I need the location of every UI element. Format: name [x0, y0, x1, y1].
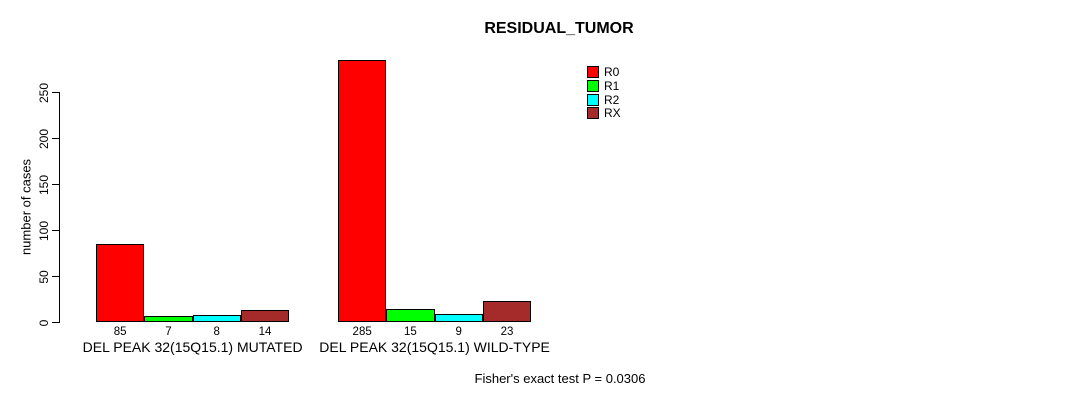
legend-label: R2 — [604, 92, 620, 107]
bar-r1-group0 — [144, 316, 193, 323]
legend-item-r2: R2 — [587, 92, 620, 107]
y-axis-tick-label: 50 — [37, 269, 51, 284]
x-axis-group-label: DEL PEAK 32(15Q15.1) WILD-TYPE — [319, 339, 550, 355]
legend-swatch-r1 — [587, 79, 599, 92]
chart-title: RESIDUAL_TUMOR — [484, 20, 634, 37]
y-axis-tick — [52, 91, 59, 94]
y-axis-line — [59, 92, 61, 323]
y-axis-tick-label: 150 — [37, 174, 51, 195]
bar-r1-group1 — [386, 308, 435, 323]
y-axis-tick — [52, 321, 59, 324]
legend-swatch-rx — [587, 107, 599, 120]
y-axis-tick — [52, 275, 59, 278]
y-axis-label: number of cases — [18, 158, 34, 256]
y-axis-tick-label: 100 — [37, 220, 51, 241]
bar-value-label: 7 — [165, 326, 172, 338]
bar-value-label: 23 — [500, 326, 514, 338]
legend-label: R0 — [604, 65, 620, 79]
y-axis-tick — [52, 137, 59, 140]
bar-rx-group1 — [482, 301, 532, 323]
legend-label: RX — [604, 106, 621, 121]
y-axis-tick-label: 250 — [37, 82, 51, 103]
bar-value-label: 285 — [352, 326, 372, 338]
bar-value-label: 9 — [455, 326, 462, 338]
y-axis-tick — [52, 183, 59, 186]
legend-item-r1: R1 — [587, 78, 620, 93]
x-axis-group-label: DEL PEAK 32(15Q15.1) MUTATED — [82, 339, 303, 355]
bar-r0-group0 — [96, 244, 145, 323]
legend-swatch-r2 — [587, 93, 599, 106]
legend-label: R1 — [604, 78, 620, 93]
bar-value-label: 85 — [113, 326, 127, 338]
bar-r0-group1 — [338, 60, 387, 323]
y-axis-tick-label: 200 — [37, 128, 51, 149]
footer-note: Fisher's exact test P = 0.0306 — [474, 371, 646, 386]
legend-item-r0: R0 — [587, 66, 619, 78]
legend-swatch-r0 — [587, 66, 599, 78]
bar-r2-group0 — [192, 315, 241, 323]
bar-r2-group1 — [434, 314, 483, 323]
bar-rx-group0 — [240, 309, 290, 323]
bar-value-label: 14 — [258, 326, 272, 338]
y-axis-tick-label: 0 — [37, 319, 51, 326]
bar-value-label: 15 — [404, 326, 417, 338]
y-axis-tick — [52, 229, 59, 232]
bar-value-label: 8 — [213, 326, 220, 338]
legend-item-rx: RX — [587, 106, 621, 121]
